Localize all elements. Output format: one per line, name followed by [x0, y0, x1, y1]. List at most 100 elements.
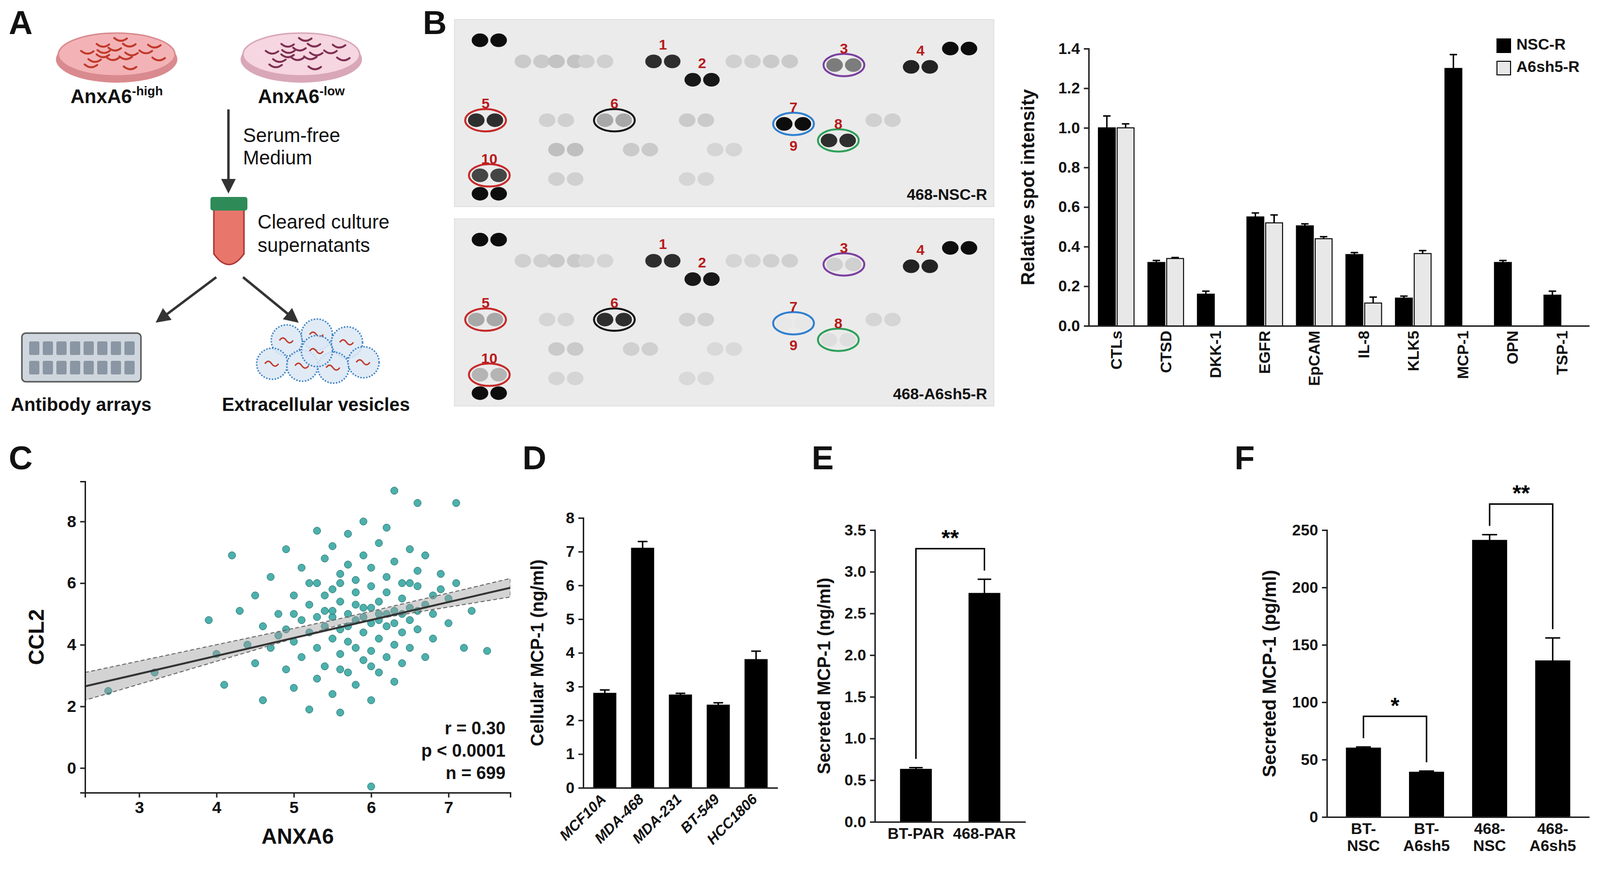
spot [539, 113, 556, 127]
spot [921, 259, 939, 274]
point [336, 597, 345, 606]
category-label: CTLs [1107, 330, 1126, 370]
tick: 1 [565, 744, 584, 763]
bar [1364, 302, 1382, 326]
arrow [227, 109, 230, 191]
error-bar [1452, 54, 1455, 69]
spot [623, 142, 640, 157]
y-axis: 050100150200250 [1292, 521, 1328, 826]
point [367, 695, 375, 704]
tick-mark [80, 520, 86, 522]
spot [820, 332, 838, 347]
spot [763, 54, 780, 69]
spot [490, 168, 507, 183]
output-label: Antibody arrays [10, 394, 152, 415]
spot [826, 58, 843, 72]
significance-label: ** [941, 524, 959, 551]
tick-label: 2.5 [844, 604, 867, 622]
callout-ring [465, 308, 506, 331]
spot [794, 117, 812, 131]
tick-mark [1083, 325, 1089, 327]
spot [703, 272, 720, 286]
tick-label: 0.0 [844, 812, 867, 831]
array-well [110, 341, 122, 355]
cell [125, 52, 139, 56]
point [329, 634, 337, 643]
category-label-line: 468- [1474, 819, 1506, 837]
callout-label: 9 [789, 336, 798, 353]
bar-chart: 012345678MCF10AMDA-468MDA-231BT-549HCC18… [527, 508, 779, 848]
tick-label: 8 [67, 511, 77, 531]
tick-mark [448, 792, 450, 798]
point [336, 649, 345, 658]
spot [566, 172, 584, 186]
array-well [110, 360, 122, 375]
error-cap [1251, 211, 1259, 214]
category-tick: BT-A6sh5 [1403, 816, 1450, 854]
point [468, 607, 476, 615]
category-label: MCP-1 [1454, 330, 1472, 380]
error-cap [1301, 223, 1309, 225]
dish-label: AnxA6-high [70, 83, 163, 107]
cell [273, 59, 286, 63]
spot [941, 41, 959, 56]
annotation: p < 0.0001 [421, 740, 506, 761]
cell [281, 43, 295, 47]
array-well [69, 341, 81, 355]
spot [678, 312, 696, 327]
spot [744, 253, 761, 268]
point [460, 643, 468, 652]
point [259, 622, 267, 630]
vesicle-cargo [279, 337, 294, 343]
tick: 3.0 [844, 562, 875, 580]
spot [839, 332, 856, 347]
blot: 12345678910468-NSC-R [454, 19, 994, 207]
error-cap [1400, 295, 1408, 297]
tick-label: 8 [565, 508, 575, 527]
axis-title: Secreted MCP-1 (ng/ml) [814, 577, 835, 774]
spot [468, 113, 485, 127]
membrane [454, 218, 994, 406]
cell [114, 37, 127, 41]
spot [903, 60, 920, 74]
point [382, 588, 391, 596]
tick-mark [578, 584, 584, 587]
cell [291, 57, 304, 61]
vesicle-cargo [295, 363, 309, 368]
point [305, 600, 314, 609]
array-well [56, 341, 67, 355]
bar [707, 704, 730, 788]
callout-ring [593, 108, 635, 132]
step-label: Serum-free [243, 124, 341, 146]
tick-label: 1.5 [844, 687, 867, 706]
point [313, 674, 321, 682]
callout-label: 3 [839, 239, 849, 256]
significance-label: * [1390, 692, 1400, 718]
tick-mark [1083, 285, 1089, 288]
tick-label: 3.0 [844, 562, 867, 580]
spot [645, 54, 662, 69]
spot [697, 312, 714, 327]
tick-label: 3.5 [844, 521, 867, 539]
output-label: Extracellular vesicles [222, 394, 411, 415]
category-tick: HCC1806 [703, 787, 761, 848]
point [336, 665, 345, 673]
category-label-line: 468- [1537, 819, 1569, 837]
error-cap [1152, 259, 1161, 261]
array-well [124, 341, 135, 355]
point [305, 705, 314, 713]
point [367, 582, 375, 590]
point [390, 619, 399, 627]
tick-mark [869, 612, 875, 614]
tick-mark [1083, 127, 1089, 129]
legend-swatch [1496, 61, 1511, 75]
point [329, 542, 337, 550]
spot [826, 257, 843, 272]
category-label-line: BT- [1413, 819, 1440, 837]
dish-label: AnxA6-low [258, 83, 346, 107]
bar [1247, 216, 1265, 326]
tick-mark [138, 792, 140, 798]
point [367, 563, 375, 572]
spot [884, 113, 901, 127]
spot [820, 133, 838, 148]
